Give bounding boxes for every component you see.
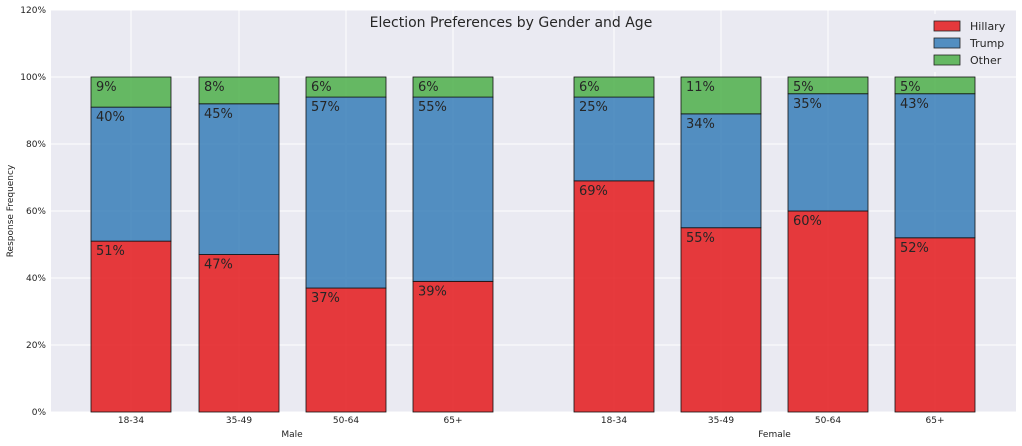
bar-trump [305, 96, 387, 289]
legend-swatch-other [933, 54, 961, 66]
bar-other [305, 76, 387, 98]
bar-label-trump: 43% [900, 97, 929, 112]
bar-label-trump: 25% [579, 100, 608, 115]
bar-label-trump: 40% [96, 110, 125, 125]
bar-label-other: 6% [418, 80, 439, 95]
legend: Hillary Trump Other [926, 14, 1012, 72]
y-axis-label: Response Frequency [6, 164, 16, 257]
bar-label-hillary: 47% [204, 258, 233, 273]
bar-label-other: 9% [96, 80, 117, 95]
x-tick-label: 18-34 [118, 416, 144, 426]
y-tick-label: 20% [26, 341, 46, 351]
y-tick-label: 100% [20, 73, 46, 83]
legend-swatch-trump [933, 37, 961, 49]
bar-trump [573, 96, 655, 182]
bar-other [90, 76, 172, 108]
x-tick-label: 35-49 [708, 416, 734, 426]
bar-label-hillary: 60% [793, 214, 822, 229]
bar-label-hillary: 52% [900, 241, 929, 256]
bar-hillary [573, 180, 655, 413]
bar-trump [90, 106, 172, 242]
x-tick-label: 65+ [926, 416, 945, 426]
bar-label-trump: 34% [686, 117, 715, 132]
group-label: Female [758, 430, 791, 440]
y-tick-label: 80% [26, 140, 46, 150]
group-label: Male [281, 430, 303, 440]
y-tick-label: 0% [32, 408, 47, 418]
legend-swatch-hillary [933, 20, 961, 32]
x-axis-group-labels: Male Female [281, 430, 791, 440]
bar-label-hillary: 39% [418, 284, 447, 299]
bar-other [894, 76, 976, 95]
bar-hillary [787, 210, 869, 413]
bar-label-trump: 45% [204, 107, 233, 122]
legend-label-hillary: Hillary [970, 20, 1006, 33]
bar-label-trump: 35% [793, 97, 822, 112]
x-tick-label: 50-64 [333, 416, 359, 426]
bar-trump [787, 93, 869, 212]
bar-label-other: 6% [311, 80, 332, 95]
bar-label-other: 8% [204, 80, 225, 95]
bar-label-trump: 57% [311, 100, 340, 115]
bar-value-labels: 51% 40% 9% 47% 45% 8% 37% 57% 6% 39% 55% 6% 69% 25% 6%… [96, 80, 929, 306]
x-axis-ticks: 18-34 35-49 50-64 65+ 18-34 35-49 50-64 65+ [118, 416, 945, 426]
y-axis-ticks: 0% 20% 40% 60% 80% 100% 120% [20, 6, 46, 418]
bar-label-other: 6% [579, 80, 600, 95]
x-tick-label: 18-34 [601, 416, 627, 426]
y-tick-label: 40% [26, 274, 46, 284]
bar-label-trump: 55% [418, 100, 447, 115]
bar-label-other: 11% [686, 80, 715, 95]
bar-other [787, 76, 869, 95]
bar-trump [680, 113, 762, 229]
x-tick-label: 50-64 [815, 416, 841, 426]
bar-label-other: 5% [793, 80, 814, 95]
bar-hillary [198, 254, 280, 413]
bar-label-hillary: 37% [311, 291, 340, 306]
bar-trump [198, 103, 280, 255]
bar-hillary [680, 227, 762, 413]
bars [90, 76, 976, 413]
bar-other [412, 76, 494, 98]
bar-hillary [90, 240, 172, 413]
bar-label-other: 5% [900, 80, 921, 95]
x-tick-label: 65+ [444, 416, 463, 426]
bar-other [573, 76, 655, 98]
chart-title: Election Preferences by Gender and Age [370, 15, 653, 31]
legend-label-trump: Trump [969, 37, 1004, 50]
bar-hillary [305, 287, 387, 413]
bar-other [680, 76, 762, 115]
bar-label-hillary: 55% [686, 231, 715, 246]
y-tick-label: 60% [26, 207, 46, 217]
bar-trump [412, 96, 494, 282]
bar-hillary [894, 237, 976, 413]
bar-label-hillary: 69% [579, 184, 608, 199]
legend-label-other: Other [970, 54, 1002, 67]
x-tick-label: 35-49 [226, 416, 252, 426]
bar-trump [894, 93, 976, 239]
bar-other [198, 76, 280, 105]
bar-label-hillary: 51% [96, 244, 125, 259]
bar-hillary [412, 280, 494, 413]
y-tick-label: 120% [20, 6, 46, 16]
